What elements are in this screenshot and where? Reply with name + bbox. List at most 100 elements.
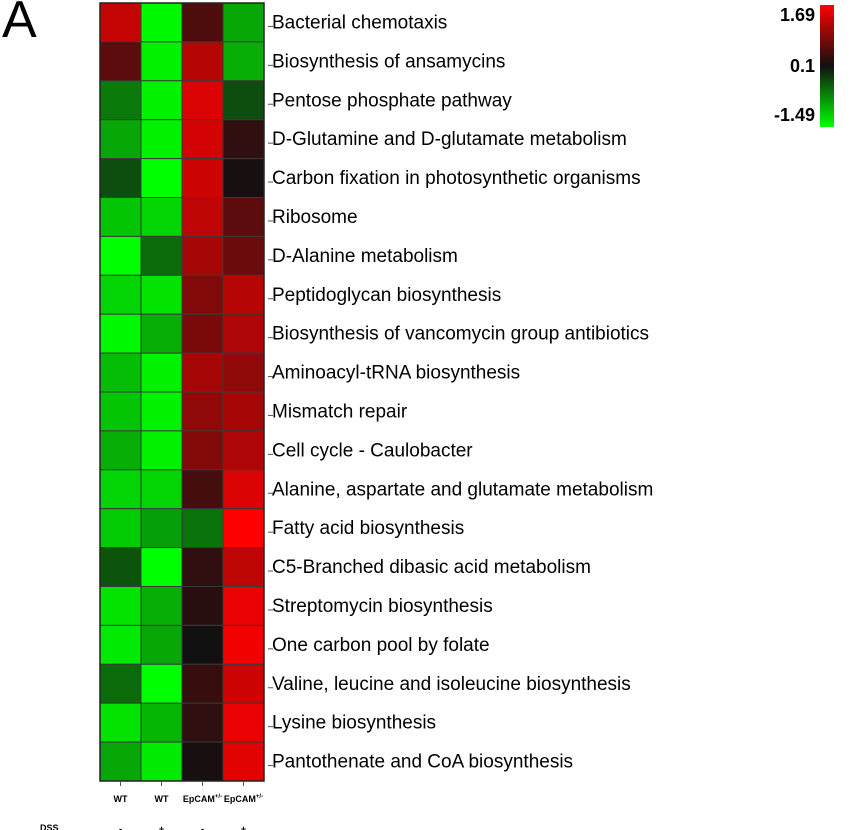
heatmap-cell-r8-c2 — [181, 313, 224, 354]
heatmap-cell-r19-c3 — [222, 741, 265, 782]
column-label-superscript: +/- — [256, 794, 263, 800]
heatmap-cell-r15-c1 — [140, 586, 183, 626]
row-label: C5-Branched dibasic acid metabolism — [272, 557, 591, 578]
heatmap-cell-r11-c0 — [99, 430, 142, 471]
row-label: Pantothenate and CoA biosynthesis — [272, 752, 573, 773]
row-label: Pentose phosphate pathway — [272, 90, 512, 111]
heatmap-cell-r18-c0 — [99, 702, 142, 743]
heatmap-cell-r9-c3 — [222, 352, 265, 393]
row-label: Lysine biosynthesis — [272, 713, 436, 734]
heatmap-cell-r1-c0 — [99, 41, 142, 82]
heatmap-cell-r17-c1 — [140, 663, 183, 704]
heatmap-cell-r14-c3 — [222, 547, 265, 587]
heatmap-cell-r3-c0 — [99, 119, 142, 160]
heatmap-cell-r0-c0 — [99, 2, 142, 43]
heatmap-cell-r0-c1 — [140, 2, 183, 43]
heatmap-cell-r10-c2 — [181, 391, 224, 432]
row-labels: Bacterial chemotaxis Biosynthesis of ansa… — [272, 12, 653, 772]
heatmap-cell-r13-c0 — [99, 508, 142, 549]
row-label: Ribosome — [272, 207, 358, 228]
heatmap-cell-r5-c1 — [140, 197, 183, 237]
heatmap-cell-r15-c2 — [181, 586, 224, 626]
row-label: Aminoacyl-tRNA biosynthesis — [272, 363, 520, 384]
heatmap-cell-r11-c2 — [181, 430, 224, 471]
heatmap-cell-r1-c2 — [181, 41, 224, 82]
dss-label: DSS — [40, 823, 59, 830]
heatmap-cell-r8-c0 — [99, 313, 142, 354]
heatmap-cell-r3-c2 — [181, 119, 224, 160]
heatmap-cell-r17-c0 — [99, 663, 142, 704]
heatmap-cell-r12-c1 — [140, 469, 183, 510]
heatmap-cell-r12-c3 — [222, 469, 265, 510]
heatmap-cell-r4-c2 — [181, 158, 224, 199]
heatmap-cell-r7-c3 — [222, 274, 265, 315]
heatmap-cell-r5-c3 — [222, 197, 265, 237]
dss-sign: - — [201, 824, 204, 830]
heatmap-cell-r18-c1 — [140, 702, 183, 743]
row-label: D-Alanine metabolism — [272, 246, 458, 267]
heatmap-cell-r6-c3 — [222, 235, 265, 276]
color-scale-legend: 1.69 0.1 -1.49 — [774, 5, 834, 127]
heatmap-cell-r19-c1 — [140, 741, 183, 782]
heatmap-border — [99, 2, 265, 782]
heatmap-cell-r14-c1 — [140, 547, 183, 587]
column-label-superscript: +/- — [215, 794, 222, 800]
heatmap-cell-r19-c2 — [181, 741, 224, 782]
dss-sign: + — [241, 824, 246, 830]
column-label: WT — [155, 794, 169, 804]
heatmap-cell-r17-c3 — [222, 663, 265, 704]
heatmap-cell-r6-c0 — [99, 235, 142, 276]
heatmap-cell-r18-c2 — [181, 702, 224, 743]
row-label: Alanine, aspartate and glutamate metabol… — [272, 479, 653, 500]
heatmap-cell-r7-c2 — [181, 274, 224, 315]
heatmap-cell-r2-c3 — [222, 80, 265, 121]
row-label: Streptomycin biosynthesis — [272, 596, 493, 617]
heatmap-cell-r15-c0 — [99, 586, 142, 626]
heatmap-cell-r18-c3 — [222, 702, 265, 743]
heatmap-cell-r2-c1 — [140, 80, 183, 121]
heatmap-cell-r15-c3 — [222, 586, 265, 626]
row-label: Peptidoglycan biosynthesis — [272, 285, 501, 306]
dss-sign: + — [159, 824, 164, 830]
heatmap-cell-r9-c2 — [181, 352, 224, 393]
row-label: Mismatch repair — [272, 401, 408, 422]
heatmap-cell-r10-c0 — [99, 391, 142, 432]
column-label: EpCAM+/- — [183, 794, 222, 804]
heatmap-cell-r11-c1 — [140, 430, 183, 471]
heatmap-cell-r5-c2 — [181, 197, 224, 237]
heatmap-cell-r4-c1 — [140, 158, 183, 199]
heatmap-cell-r2-c0 — [99, 80, 142, 121]
heatmap-cell-r5-c0 — [99, 197, 142, 237]
row-label: Cell cycle - Caulobacter — [272, 440, 473, 461]
heatmap-cell-r1-c3 — [222, 41, 265, 82]
heatmap-cell-r4-c3 — [222, 158, 265, 199]
heatmap-cell-r13-c3 — [222, 508, 265, 549]
row-label: Biosynthesis of ansamycins — [272, 51, 505, 72]
column-label: WT — [114, 794, 128, 804]
heatmap-cell-r16-c3 — [222, 624, 265, 665]
heatmap-cell-r1-c1 — [140, 41, 183, 82]
heatmap-cell-r14-c0 — [99, 547, 142, 587]
heatmap-cell-r12-c0 — [99, 469, 142, 510]
heatmap-cell-r19-c0 — [99, 741, 142, 782]
color-scale-label: 1.69 — [780, 5, 815, 25]
row-label: D-Glutamine and D-glutamate metabolism — [272, 129, 627, 150]
heatmap-cell-r16-c2 — [181, 624, 224, 665]
row-label: Bacterial chemotaxis — [272, 12, 447, 33]
heatmap-cell-r13-c2 — [181, 508, 224, 549]
heatmap-cell-r9-c0 — [99, 352, 142, 393]
row-label: Fatty acid biosynthesis — [272, 518, 464, 539]
heatmap-cell-r3-c3 — [222, 119, 265, 160]
heatmap-cell-r8-c1 — [140, 313, 183, 354]
color-scale-bar — [820, 5, 834, 127]
heatmap-cells — [99, 2, 265, 782]
heatmap-cell-r0-c2 — [181, 2, 224, 43]
heatmap-cell-r10-c3 — [222, 391, 265, 432]
heatmap-cell-r10-c1 — [140, 391, 183, 432]
heatmap-cell-r16-c0 — [99, 624, 142, 665]
heatmap-cell-r17-c2 — [181, 663, 224, 704]
heatmap-cell-r3-c1 — [140, 119, 183, 160]
heatmap-cell-r14-c2 — [181, 547, 224, 587]
heatmap-cell-r9-c1 — [140, 352, 183, 393]
